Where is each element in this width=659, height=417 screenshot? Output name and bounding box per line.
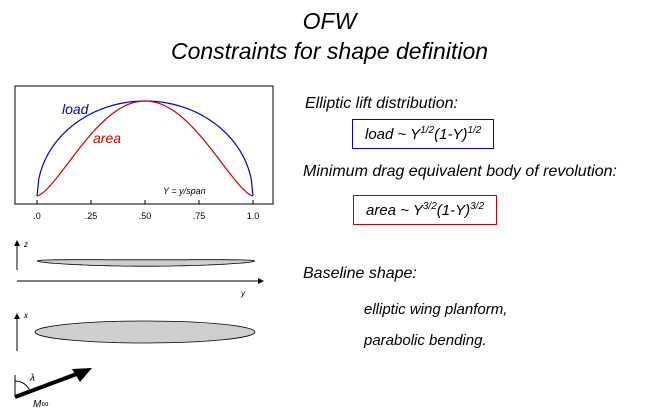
min-drag-heading: Minimum drag equivalent body of revoluti… bbox=[303, 163, 617, 180]
y-axis-label: y bbox=[240, 289, 246, 298]
z-axis-arrowhead bbox=[14, 240, 20, 246]
load-area-chart: load area Y = y/span .0 .25 .50 .75 1.0 bbox=[14, 85, 274, 221]
area-curve bbox=[36, 100, 254, 197]
chart-annotation: Y = y/span bbox=[163, 186, 206, 196]
load-legend-label: load bbox=[62, 101, 90, 117]
area-legend-label: area bbox=[93, 130, 121, 146]
load-formula-mid: (1-Y) bbox=[434, 126, 468, 143]
area-formula-exp1: 3/2 bbox=[422, 201, 437, 212]
x-axis-label: x bbox=[23, 311, 29, 320]
wing-front-profile bbox=[36, 259, 256, 267]
load-formula-box: load ~ Y1/2(1-Y)1/2 bbox=[352, 119, 495, 149]
flow-direction-diagram: λ M∞ bbox=[14, 368, 92, 410]
flow-arrow-head bbox=[72, 368, 92, 382]
sweep-angle-arc bbox=[14, 380, 31, 392]
x-tick-label: .25 bbox=[85, 211, 98, 221]
flow-arrow-shaft bbox=[14, 370, 83, 399]
x-tick-label: .75 bbox=[193, 211, 206, 221]
page-subtitle: Constraints for shape definition bbox=[170, 38, 489, 64]
area-formula-box: area ~ Y3/2(1-Y)3/2 bbox=[353, 195, 498, 225]
baseline-heading: Baseline shape: bbox=[303, 265, 417, 282]
load-formula-exp2: 1/2 bbox=[467, 125, 482, 136]
z-axis-label: z bbox=[23, 240, 28, 249]
x-tick-label: .50 bbox=[139, 211, 152, 221]
load-formula-exp1: 1/2 bbox=[420, 125, 435, 136]
area-formula-mid: (1-Y) bbox=[436, 202, 471, 219]
area-formula-lhs: area ~ Y bbox=[366, 202, 423, 219]
page-title: OFW bbox=[302, 8, 357, 34]
x-axis-arrowhead bbox=[14, 313, 20, 319]
wing-planform bbox=[34, 320, 256, 344]
x-tick-label: 1.0 bbox=[247, 211, 260, 221]
sweep-angle-label: λ bbox=[29, 373, 35, 384]
y-axis-arrowhead bbox=[258, 278, 264, 284]
baseline-item-bending: parabolic bending. bbox=[364, 332, 487, 349]
mach-label: M∞ bbox=[33, 399, 48, 410]
x-tick-label: .0 bbox=[33, 211, 41, 221]
baseline-item-planform: elliptic wing planform, bbox=[364, 301, 508, 318]
front-view-diagram: z y bbox=[14, 240, 264, 298]
area-formula-exp2: 3/2 bbox=[470, 201, 485, 212]
elliptic-lift-heading: Elliptic lift distribution: bbox=[305, 95, 458, 112]
load-formula-lhs: load ~ Y bbox=[365, 126, 421, 143]
top-view-diagram: x bbox=[14, 311, 256, 351]
chart-frame bbox=[14, 85, 274, 205]
